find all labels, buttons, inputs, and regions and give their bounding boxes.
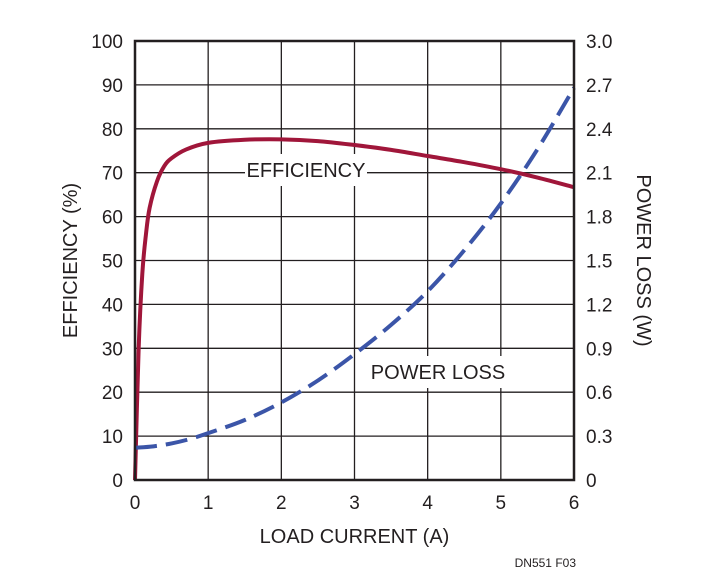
y-right-tick-label: 2.4 bbox=[586, 120, 613, 141]
power-loss-curve bbox=[134, 86, 576, 450]
y-right-tick-label: 2.7 bbox=[586, 76, 612, 97]
y-left-tick-label: 60 bbox=[102, 208, 123, 229]
y-right-tick-label: 1.5 bbox=[586, 252, 612, 273]
y-left-tick-label: 40 bbox=[102, 295, 123, 316]
y-right-tick-label: 0.9 bbox=[586, 339, 612, 360]
y-left-tick-label: 30 bbox=[102, 339, 123, 360]
grid bbox=[135, 41, 574, 480]
y-left-tick-label: 70 bbox=[102, 164, 123, 185]
power-loss-label-bg bbox=[367, 356, 509, 388]
y-axis-right-title: POWER LOSS (W) bbox=[632, 174, 654, 346]
y-right-tick-label: 2.1 bbox=[586, 164, 612, 185]
curves bbox=[133, 86, 576, 481]
y-left-tick-label: 20 bbox=[102, 383, 123, 404]
x-tick-label: 5 bbox=[496, 493, 507, 514]
y-right-tick-label: 1.2 bbox=[586, 295, 612, 316]
x-axis-title: LOAD CURRENT (A) bbox=[260, 526, 450, 548]
efficiency-annotation: EFFICIENCY bbox=[247, 160, 366, 182]
y-left-tick-label: 90 bbox=[102, 76, 123, 97]
x-tick-label: 6 bbox=[569, 493, 580, 514]
y-left-tick-label: 100 bbox=[91, 32, 123, 53]
efficiency-label-bg bbox=[245, 154, 367, 186]
y-left-tick-label: 0 bbox=[112, 471, 123, 492]
y-right-tick-label: 0 bbox=[586, 471, 597, 492]
y-right-tick-label: 1.8 bbox=[586, 208, 612, 229]
y-right-tick-label: 0.6 bbox=[586, 383, 612, 404]
power-loss-annotation: POWER LOSS bbox=[371, 362, 505, 384]
x-tick-label: 0 bbox=[130, 493, 141, 514]
x-tick-label: 4 bbox=[422, 493, 433, 514]
x-tick-label: 3 bbox=[349, 493, 360, 514]
y-right-tick-label: 0.3 bbox=[586, 427, 612, 448]
figure-id: DN551 F03 bbox=[515, 556, 577, 570]
plot-frame bbox=[133, 39, 576, 482]
tick-labels: 0 1 2 3 4 5 6010203040506070809010000.30.60.91… bbox=[91, 32, 613, 514]
x-tick-label: 2 bbox=[276, 493, 287, 514]
y-left-tick-label: 80 bbox=[102, 120, 123, 141]
x-tick-label: 1 bbox=[203, 493, 214, 514]
efficiency-curve bbox=[133, 137, 575, 481]
y-right-tick-label: 3.0 bbox=[586, 32, 612, 53]
y-left-tick-label: 10 bbox=[102, 427, 123, 448]
y-axis-left-title: EFFICIENCY (%) bbox=[60, 183, 82, 338]
y-left-tick-label: 50 bbox=[102, 252, 123, 273]
